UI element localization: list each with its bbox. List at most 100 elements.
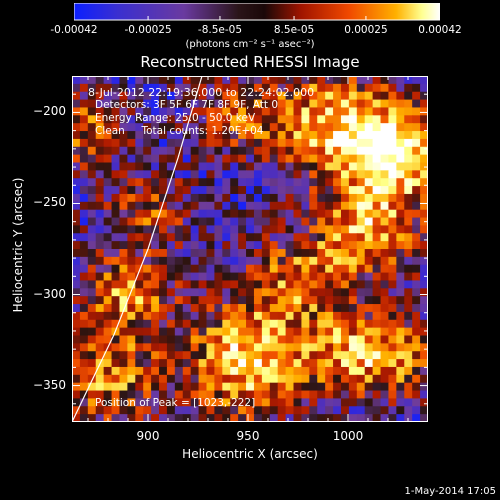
heatmap-cell <box>222 76 231 85</box>
heatmap-cell <box>277 154 287 164</box>
heatmap-cell <box>420 304 428 313</box>
heatmap-cell <box>151 76 160 85</box>
heatmap-cell <box>166 280 176 289</box>
heatmap-cell <box>151 327 160 337</box>
heatmap-cell <box>372 343 382 352</box>
heatmap-cell <box>333 99 342 109</box>
heatmap-cell <box>214 249 223 258</box>
heatmap-cell <box>246 146 255 156</box>
heatmap-cell <box>340 115 350 124</box>
heatmap-cell <box>190 91 200 101</box>
heatmap-cell <box>317 335 326 344</box>
heatmap-cell <box>364 304 374 313</box>
heatmap-cell <box>222 178 231 187</box>
heatmap-cell <box>412 359 421 368</box>
heatmap-cell <box>404 382 413 392</box>
heatmap-cell <box>198 225 208 234</box>
heatmap-cell <box>356 123 366 132</box>
heatmap-cell <box>277 209 287 219</box>
heatmap-cell <box>388 319 397 329</box>
heatmap-cell <box>293 327 303 337</box>
heatmap-cell <box>348 343 358 352</box>
heatmap-cell <box>396 76 405 85</box>
heatmap-cell <box>103 296 113 305</box>
heatmap-cell <box>340 91 350 101</box>
heatmap-cell <box>412 390 421 400</box>
heatmap-cell <box>396 209 405 219</box>
heatmap-cell <box>380 288 390 297</box>
heatmap-cell <box>119 154 128 164</box>
heatmap-cell <box>340 99 350 109</box>
heatmap-cell <box>159 146 168 156</box>
heatmap-cell <box>111 178 121 187</box>
heatmap-cell <box>95 154 105 164</box>
heatmap-cell <box>277 131 287 140</box>
heatmap-cell <box>182 162 192 171</box>
heatmap-cell <box>309 83 318 93</box>
heatmap-cell <box>380 264 390 274</box>
heatmap-cell <box>404 390 413 400</box>
heatmap-cell <box>396 414 405 422</box>
heatmap-cell <box>348 256 358 266</box>
heatmap-cell <box>166 209 176 219</box>
heatmap-cell <box>198 131 208 140</box>
heatmap-cell <box>214 76 223 85</box>
heatmap-cell <box>190 335 200 344</box>
heatmap-cell <box>111 170 121 179</box>
heatmap-cell <box>388 406 397 415</box>
heatmap-cell <box>277 304 287 313</box>
heatmap-cell <box>72 201 81 211</box>
heatmap-cell <box>420 107 428 116</box>
heatmap-cell <box>412 186 421 195</box>
heatmap-cell <box>301 359 310 368</box>
heatmap-cell <box>182 406 192 415</box>
heatmap-cell <box>230 115 239 124</box>
heatmap-cell <box>174 138 184 148</box>
heatmap-cell <box>285 406 295 415</box>
heatmap-cell <box>412 296 421 305</box>
heatmap-cell <box>301 76 310 85</box>
heatmap-cell <box>356 414 366 422</box>
heatmap-cell <box>348 154 358 164</box>
heatmap-cell <box>127 311 136 321</box>
heatmap-cell <box>404 170 413 179</box>
heatmap-cell <box>190 131 200 140</box>
heatmap-cell <box>119 374 128 384</box>
heatmap-cell <box>95 201 105 211</box>
heatmap-cell <box>420 154 428 164</box>
heatmap-cell <box>87 414 97 422</box>
heatmap-cell <box>412 170 421 179</box>
heatmap-cell <box>111 233 121 242</box>
heatmap-cell <box>412 154 421 164</box>
heatmap-cell <box>246 138 255 148</box>
heatmap-cell <box>103 335 113 344</box>
heatmap-cell <box>404 241 413 250</box>
heatmap-cell <box>317 201 326 211</box>
heatmap-cell <box>135 201 144 211</box>
heatmap-cell <box>190 154 200 164</box>
heatmap-cell <box>119 327 128 337</box>
heatmap-cell <box>325 170 334 179</box>
heatmap-cell <box>214 414 223 422</box>
heatmap-cell <box>111 83 121 93</box>
heatmap-cell <box>380 296 390 305</box>
heatmap-cell <box>166 131 176 140</box>
heatmap-cell <box>309 249 318 258</box>
heatmap-cell <box>356 351 366 360</box>
heatmap-cell <box>380 178 390 187</box>
heatmap-cell <box>356 398 366 407</box>
heatmap-cell <box>253 146 263 156</box>
heatmap-cell <box>135 296 144 305</box>
heatmap-cell <box>238 178 247 187</box>
heatmap-cell <box>396 154 405 164</box>
heatmap-cell <box>380 107 390 116</box>
heatmap-cell <box>348 249 358 258</box>
heatmap-cell <box>396 264 405 274</box>
heatmap-cell <box>420 146 428 156</box>
heatmap-cell <box>230 99 239 109</box>
heatmap-cell <box>333 186 342 195</box>
heatmap-cell <box>198 178 208 187</box>
heatmap-cell <box>127 264 136 274</box>
heatmap-cell <box>293 343 303 352</box>
heatmap-cell <box>340 280 350 289</box>
